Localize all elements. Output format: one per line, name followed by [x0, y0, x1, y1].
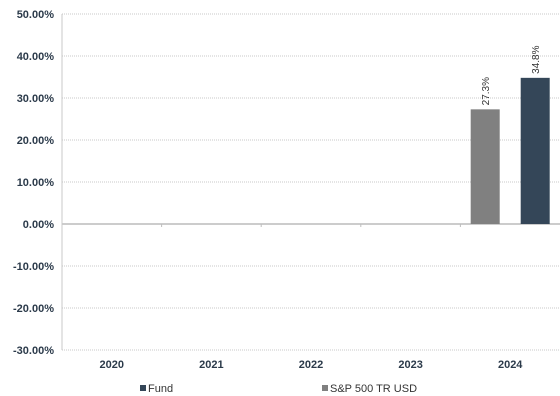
legend-label: S&P 500 TR USD: [330, 383, 417, 395]
data-label: 34.8%: [531, 45, 542, 73]
x-category-label: 2022: [299, 359, 323, 371]
x-category-label: 2021: [199, 359, 223, 371]
data-label: 27.3%: [481, 77, 492, 105]
y-tick-label: -30.00%: [13, 345, 54, 357]
legend-label: Fund: [148, 383, 173, 395]
x-category-label: 2024: [498, 359, 523, 371]
x-category-label: 2020: [100, 359, 124, 371]
y-tick-label: 10.00%: [17, 177, 55, 189]
y-tick-label: 20.00%: [17, 135, 55, 147]
legend-swatch: [322, 385, 328, 391]
y-tick-label: -20.00%: [13, 303, 54, 315]
y-tick-label: 30.00%: [17, 93, 55, 105]
x-category-label: 2023: [398, 359, 422, 371]
bar: [470, 109, 500, 224]
y-tick-label: 40.00%: [17, 51, 55, 63]
y-tick-label: -10.00%: [13, 261, 54, 273]
bar: [520, 77, 550, 224]
y-tick-label: 50.00%: [17, 9, 55, 21]
y-tick-label: 0.00%: [23, 219, 54, 231]
legend-swatch: [140, 385, 146, 391]
